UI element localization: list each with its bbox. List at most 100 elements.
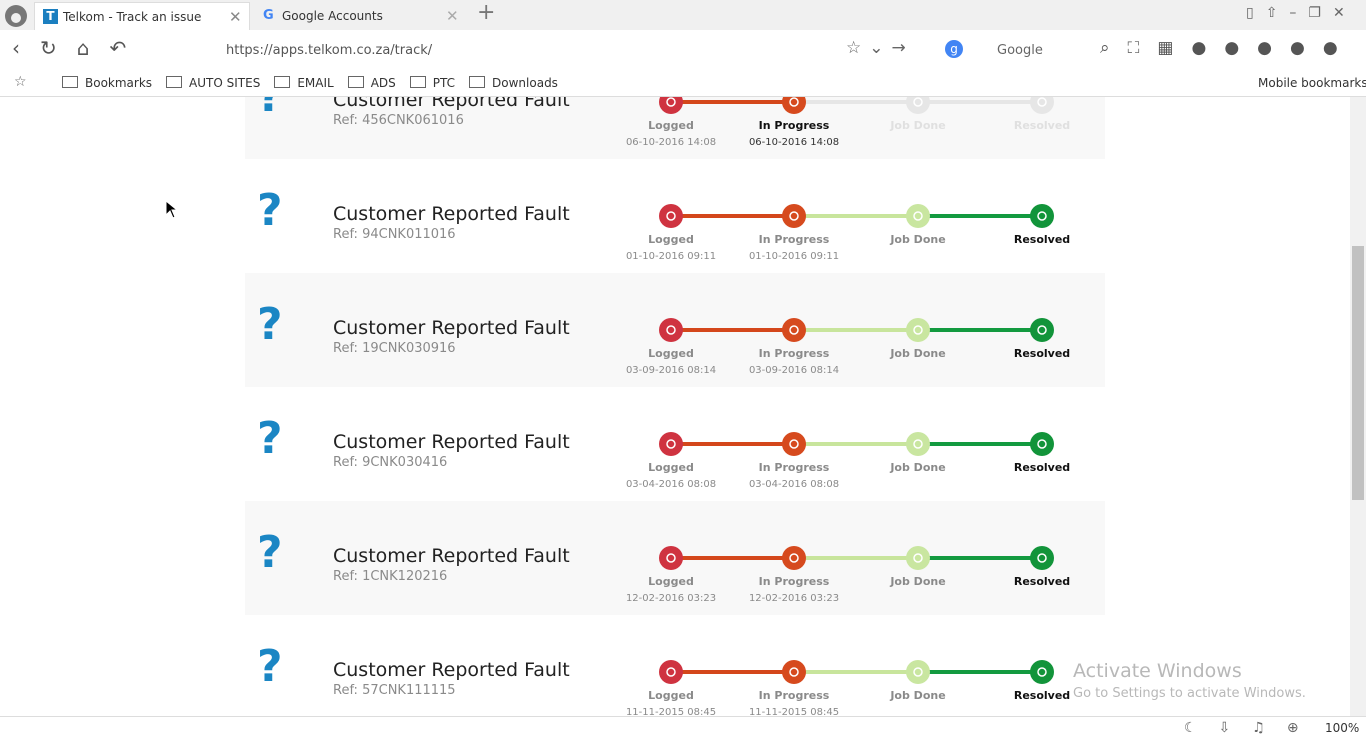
tab-close[interactable]: ✕ [446, 7, 459, 25]
stage-label: Job Done [889, 461, 945, 474]
ticket-row: ? Customer Reported Fault Ref: 9CNK030416 L… [245, 387, 1105, 501]
stage-dot-inner [913, 553, 923, 563]
stage-dot-inner [1037, 97, 1047, 107]
url[interactable]: https://apps.telkom.co.za/track/ [226, 43, 433, 58]
stage-dot [659, 204, 683, 228]
watermark-text: Go to Settings to activate Windows. [1073, 686, 1306, 701]
mouse-cursor [165, 200, 179, 219]
ticket-title: Customer Reported Fault [333, 659, 570, 681]
watermark-title: Activate Windows [1073, 660, 1242, 682]
progress-tracker: Logged In Progress Job Done Resolved 01-10-2… [626, 204, 1070, 262]
search-engine-icon[interactable]: g [945, 40, 963, 58]
search-box[interactable]: Google [997, 43, 1043, 58]
stage-dot [782, 660, 806, 684]
scrollbar[interactable] [1350, 97, 1366, 716]
stage-dot-inner [1037, 439, 1047, 449]
progress-tracker: Logged In Progress Job Done Resolved 11-11-2… [626, 660, 1070, 716]
stage-dot-inner [1037, 211, 1047, 221]
stage-dot-inner [913, 211, 923, 221]
nav-buttons[interactable]: ‹↻⌂↶ [12, 36, 147, 60]
bookmark[interactable]: AUTO SITES [166, 76, 260, 90]
status-icons[interactable]: ☾⇩♫⊕ [1184, 720, 1321, 736]
stage-label: Logged [648, 347, 694, 360]
tab-favicon: G [263, 8, 274, 23]
bookmark[interactable]: PTC [409, 76, 456, 90]
star-icon[interactable]: ☆ [14, 74, 27, 90]
stage-dot-inner [789, 667, 799, 677]
ticket-row: ? Customer Reported Fault Ref: 1CNK120216 L… [245, 501, 1105, 615]
folder-icon [166, 76, 183, 88]
stage-label: In Progress [759, 233, 830, 246]
status-bar: ☾⇩♫⊕ 100% [0, 716, 1366, 740]
page-content: ? Customer Reported Fault Ref: 456CNK06101… [0, 97, 1350, 716]
status-icon: ? [257, 185, 283, 236]
stage-dot [782, 546, 806, 570]
tab-close[interactable]: ✕ [229, 8, 242, 26]
stage-dot [659, 318, 683, 342]
stage-label: In Progress [759, 461, 830, 474]
tab-title: Google Accounts [282, 9, 383, 23]
stage-dot [906, 660, 930, 684]
stage-label: Job Done [889, 575, 945, 588]
folder-icon [274, 76, 291, 88]
stage-dot [1030, 432, 1054, 456]
stage-date: 01-10-2016 09:11 [749, 251, 839, 262]
stage-date: 03-09-2016 08:14 [626, 365, 716, 376]
bookmark-label: PTC [432, 76, 456, 90]
stage-label: Job Done [889, 689, 945, 702]
tab-bar: T Telkom - Track an issue ✕ G Google Acc… [0, 0, 1366, 31]
toolbar-icons[interactable]: ⌕⛶▦●●●●● [1100, 38, 1356, 58]
stage-date: 11-11-2015 08:45 [626, 707, 716, 716]
bookmark[interactable]: EMAIL [274, 76, 334, 90]
ticket-ref: Ref: 9CNK030416 [333, 455, 448, 470]
mobile-bookmarks[interactable]: Mobile bookmarks [1258, 76, 1366, 90]
scroll-thumb[interactable] [1352, 246, 1364, 500]
window-controls[interactable]: ▯⇧–❐✕ [1246, 5, 1357, 21]
progress-tracker: Logged In Progress Job Done Resolved 03-09-2… [626, 318, 1070, 376]
stage-label: Logged [648, 461, 694, 474]
tab[interactable]: G Google Accounts ✕ [254, 2, 464, 30]
stage-dot-inner [1037, 667, 1047, 677]
stage-label: Job Done [889, 347, 945, 360]
bookmark[interactable]: Bookmarks [62, 76, 152, 90]
stage-dot [906, 318, 930, 342]
status-icon: ? [257, 413, 283, 464]
stage-label: Resolved [1014, 461, 1070, 474]
stage-date: 03-09-2016 08:14 [749, 365, 839, 376]
stage-label: Resolved [1014, 689, 1070, 702]
stage-dot [1030, 318, 1054, 342]
bookmark-label: EMAIL [297, 76, 334, 90]
stage-label: In Progress [759, 575, 830, 588]
ticket-title: Customer Reported Fault [333, 317, 570, 339]
status-icon: ? [257, 641, 283, 692]
active-tab[interactable]: T Telkom - Track an issue ✕ [34, 2, 250, 31]
bookmark-label: Bookmarks [85, 76, 153, 90]
url-actions[interactable]: ☆⌄→ [846, 38, 914, 58]
stage-date: 03-04-2016 08:08 [626, 479, 716, 490]
stage-dot-inner [1037, 553, 1047, 563]
stage-date: 03-04-2016 08:08 [749, 479, 839, 490]
bookmark[interactable]: ADS [347, 76, 396, 90]
stage-dot [782, 204, 806, 228]
zoom-level[interactable]: 100% [1325, 721, 1360, 735]
stage-dot [906, 546, 930, 570]
stage-dot-inner [913, 439, 923, 449]
status-icon: ? [257, 299, 283, 350]
folder-icon [347, 76, 364, 88]
stage-dot [1030, 546, 1054, 570]
stage-dot-inner [666, 553, 676, 563]
progress-tracker: Logged In Progress Job Done Resolved 12-02-2… [626, 546, 1070, 604]
stage-label: In Progress [759, 689, 830, 702]
ticket-row: ? Customer Reported Fault Ref: 19CNK030916… [245, 273, 1105, 387]
stage-label: In Progress [759, 347, 830, 360]
ticket-ref: Ref: 1CNK120216 [333, 569, 448, 584]
folder-icon [409, 76, 426, 88]
stage-label: Resolved [1014, 347, 1070, 360]
bookmark[interactable]: Downloads [469, 76, 558, 90]
ticket-title: Customer Reported Fault [333, 545, 570, 567]
ticket-title: Customer Reported Fault [333, 431, 570, 453]
new-tab[interactable]: + [477, 0, 496, 25]
stage-label: In Progress [759, 119, 830, 132]
stage-dot-inner [789, 325, 799, 335]
stage-dot [659, 546, 683, 570]
